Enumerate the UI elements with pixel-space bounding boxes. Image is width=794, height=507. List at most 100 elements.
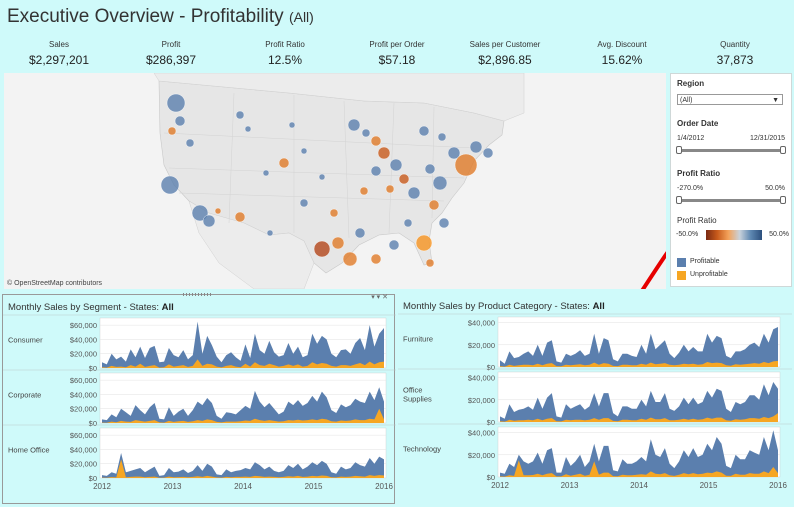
map-marker[interactable] — [166, 93, 186, 113]
map-marker[interactable] — [370, 165, 382, 177]
title-subtitle: (All) — [288, 9, 314, 25]
kpi-profit: Profit $286,397 — [116, 40, 226, 67]
y-tick-label: $40,000 — [468, 374, 495, 383]
row-label: Corporate — [8, 391, 41, 400]
map-marker[interactable] — [262, 169, 270, 177]
map-marker[interactable] — [214, 207, 222, 215]
map-marker[interactable] — [234, 211, 246, 223]
map-marker[interactable] — [428, 199, 440, 211]
x-tick-label: 2015 — [305, 482, 323, 491]
order-date-label: Order Date — [677, 119, 719, 128]
map-marker[interactable] — [447, 146, 461, 160]
map-marker[interactable] — [191, 204, 209, 222]
category-panel[interactable]: Monthly Sales by Product Category - Stat… — [398, 294, 792, 504]
panel-menu-icon[interactable]: ▾ ▾ ✕ — [371, 294, 388, 301]
map-marker[interactable] — [347, 118, 361, 132]
map-marker[interactable] — [359, 186, 369, 196]
map-marker[interactable] — [318, 173, 326, 181]
map-marker[interactable] — [300, 147, 308, 155]
resize-handle[interactable] — [183, 293, 211, 296]
map-marker[interactable] — [438, 217, 450, 229]
area-series-profitable[interactable] — [102, 321, 384, 368]
category-panel-title: Monthly Sales by Product Category - Stat… — [403, 301, 605, 312]
map-marker[interactable] — [403, 218, 413, 228]
profit-ratio-filter-label: Profit Ratio — [677, 169, 721, 178]
map-marker[interactable] — [331, 236, 345, 250]
legend-title: Profit Ratio — [677, 216, 717, 225]
area-series-unprofitable[interactable] — [102, 459, 384, 478]
map-marker[interactable] — [407, 186, 421, 200]
map-marker[interactable] — [299, 198, 309, 208]
profit-ratio-color-scale — [706, 230, 762, 240]
area-series-profitable[interactable] — [500, 327, 778, 367]
area-series-profitable[interactable] — [102, 453, 384, 478]
map-marker[interactable] — [278, 157, 290, 169]
kpi-sales: Sales $2,297,201 — [4, 40, 114, 67]
map-marker[interactable] — [388, 239, 400, 251]
map-marker[interactable] — [418, 125, 430, 137]
area-series-unprofitable[interactable] — [500, 413, 778, 422]
profit-ratio-max: 50.0% — [765, 185, 785, 192]
map-marker[interactable] — [370, 253, 382, 265]
map-marker[interactable] — [415, 234, 433, 252]
area-series-unprofitable[interactable] — [500, 360, 778, 367]
map-marker[interactable] — [432, 175, 448, 191]
region-dropdown[interactable]: (All) ▼ — [677, 94, 783, 105]
map-marker[interactable] — [385, 184, 395, 194]
slider-handle-start[interactable] — [676, 196, 682, 204]
category-area-chart[interactable]: Furniture $40,000 $20,000 $0 Office Supplies $… — [398, 294, 792, 504]
us-map[interactable] — [4, 73, 666, 289]
map-marker[interactable] — [174, 115, 186, 127]
map-marker[interactable] — [235, 110, 245, 120]
area-series-unprofitable[interactable] — [102, 359, 384, 368]
map-marker[interactable] — [437, 132, 447, 142]
map-marker[interactable] — [202, 214, 216, 228]
kpi-value: $2,896.85 — [478, 53, 532, 67]
segment-panel[interactable]: ▾ ▾ ✕ Monthly Sales by Segment - States:… — [2, 293, 396, 505]
x-tick-label: 2013 — [164, 482, 182, 491]
slider-handle-start[interactable] — [676, 146, 682, 154]
x-tick-label: 2015 — [700, 481, 718, 490]
profit-ratio-slider[interactable] — [676, 196, 786, 204]
map-marker[interactable] — [244, 125, 252, 133]
map-marker[interactable] — [329, 208, 339, 218]
map-marker[interactable] — [398, 173, 410, 185]
map-marker[interactable] — [288, 121, 296, 129]
map-marker[interactable] — [354, 227, 366, 239]
map-marker[interactable] — [342, 251, 358, 267]
map-marker[interactable] — [361, 128, 371, 138]
map-marker[interactable] — [266, 229, 274, 237]
y-tick-label: $20,000 — [70, 405, 97, 414]
segment-area-chart[interactable]: Consumer $60,000 $40,000 $20,000 $0 Corporate… — [3, 295, 396, 505]
map-marker[interactable] — [160, 175, 180, 195]
y-tick-label: $20,000 — [70, 350, 97, 359]
kpi-label: Quantity — [720, 40, 750, 49]
map-marker[interactable] — [425, 258, 435, 268]
map-marker[interactable] — [482, 147, 494, 159]
map-marker[interactable] — [454, 153, 478, 177]
map-marker[interactable] — [167, 126, 177, 136]
map-marker[interactable] — [370, 135, 382, 147]
kpi-avg-discount: Avg. Discount 15.62% — [567, 40, 677, 67]
slider-handle-end[interactable] — [780, 196, 786, 204]
area-series-unprofitable[interactable] — [500, 460, 778, 477]
x-tick-label: 2012 — [93, 482, 111, 491]
area-series-profitable[interactable] — [500, 430, 778, 477]
map-marker[interactable] — [313, 240, 331, 258]
area-series-profitable[interactable] — [102, 387, 384, 423]
order-date-start: 1/4/2012 — [677, 135, 705, 142]
map-marker[interactable] — [424, 163, 436, 175]
area-series-unprofitable[interactable] — [102, 408, 384, 423]
title-text: Executive Overview - Profitability — [7, 6, 284, 27]
area-series-profitable[interactable] — [500, 382, 778, 422]
slider-handle-end[interactable] — [780, 146, 786, 154]
profit-ratio-min: -270.0% — [677, 185, 704, 192]
map-canvas[interactable] — [4, 73, 666, 289]
map-marker[interactable] — [469, 140, 483, 154]
map-marker[interactable] — [185, 138, 195, 148]
order-date-slider[interactable] — [676, 146, 786, 154]
x-tick-label: 2013 — [561, 481, 579, 490]
map-marker[interactable] — [377, 146, 391, 160]
map-marker[interactable] — [389, 158, 403, 172]
x-tick-label: 2016 — [769, 481, 787, 490]
